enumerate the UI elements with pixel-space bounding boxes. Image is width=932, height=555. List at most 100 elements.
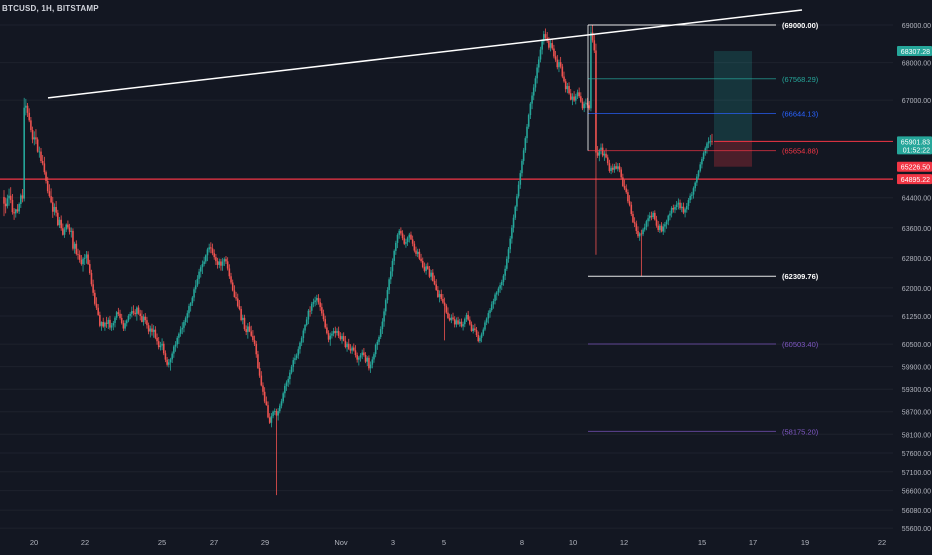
candle-body — [643, 227, 646, 230]
candle-body — [440, 294, 443, 299]
candle-body — [574, 96, 577, 101]
candle-body — [272, 411, 274, 417]
candle-body — [83, 257, 86, 259]
candle-body — [702, 153, 705, 160]
candle-body — [628, 201, 631, 205]
candle-body — [67, 224, 69, 228]
price-tick-label: 55600.00 — [902, 526, 931, 533]
candle-body — [569, 93, 572, 100]
candle-body — [543, 34, 545, 42]
candle-body — [652, 212, 654, 218]
candle-body — [559, 62, 562, 67]
candle-body — [659, 225, 661, 230]
price-badge-stop — [897, 161, 932, 172]
candle-body — [403, 238, 406, 244]
candle-body — [131, 311, 133, 314]
candle-body — [280, 401, 283, 406]
candle-body — [162, 343, 165, 354]
candle-body — [534, 78, 537, 88]
candle-body — [467, 314, 469, 320]
candle-body — [571, 96, 574, 100]
candle-body — [334, 331, 337, 333]
candle-body — [78, 254, 81, 260]
candle-body — [87, 254, 89, 265]
candle-body — [351, 347, 353, 351]
candle-body — [28, 112, 31, 121]
candle-body — [220, 261, 222, 266]
candle-body — [674, 207, 676, 210]
candle-body — [322, 313, 325, 320]
candle-body — [339, 335, 342, 340]
candle-body — [156, 337, 158, 342]
candle-body — [279, 405, 281, 412]
candle-body — [460, 321, 463, 327]
price-tick-label: 62000.00 — [902, 286, 931, 293]
candle-body — [391, 260, 394, 272]
price-tick-label: 61250.00 — [902, 314, 931, 321]
candle-body — [168, 362, 170, 365]
candle-body — [465, 314, 468, 320]
candle-body — [354, 350, 357, 356]
candle-body — [257, 354, 259, 368]
price-tick-label: 67000.00 — [902, 98, 931, 105]
candle-body — [638, 233, 641, 237]
candle-body — [532, 87, 535, 96]
candle-body — [228, 268, 231, 277]
candle-body — [396, 234, 399, 243]
price-badge-support — [897, 174, 932, 185]
candle-body — [107, 319, 110, 324]
candle-body — [435, 284, 437, 290]
candle-body — [176, 337, 179, 345]
candle-body — [541, 41, 543, 50]
candle-body — [438, 294, 441, 298]
candle-body — [189, 303, 192, 307]
candle-body — [548, 40, 550, 48]
price-badge-countdown: 01:52:22 — [903, 147, 930, 154]
candle-body — [141, 316, 143, 322]
candle-body — [556, 59, 559, 68]
fib-levels-layer: (69000.00) (67568.29) (66644.13) (65654.88)… — [587, 21, 819, 436]
candle-body — [193, 289, 195, 298]
candle-body — [665, 221, 668, 225]
candle-body — [615, 166, 617, 169]
candle-body — [324, 319, 327, 328]
candle-body — [282, 393, 284, 402]
candle-body — [142, 316, 145, 322]
candle-body — [58, 219, 61, 226]
candle-body — [132, 311, 135, 313]
candle-body — [161, 343, 163, 346]
candle-body — [657, 225, 659, 230]
candle-body — [270, 416, 273, 423]
time-axis[interactable]: 20 22 25 27 29 Nov 3 5 8 10 12 15 17 19 22 — [30, 538, 886, 547]
candle-body — [225, 259, 227, 262]
candle-body — [292, 360, 295, 367]
candle-body — [3, 196, 5, 204]
candle-body — [129, 313, 131, 316]
candle-body — [329, 335, 332, 340]
price-tick-label: 69000.00 — [902, 23, 931, 30]
candle-body — [613, 166, 616, 170]
price-axis[interactable]: 69000.00 68000.00 67000.00 64400.00 63600.00… — [902, 23, 931, 533]
candle-body — [395, 242, 397, 251]
candle-body — [146, 320, 148, 326]
candle-body — [514, 206, 517, 218]
candle-body — [82, 258, 84, 265]
candle-body — [610, 167, 612, 171]
candle-body — [327, 333, 330, 340]
candle-body — [4, 203, 7, 207]
price-badge-target — [897, 46, 932, 57]
candle-body — [57, 212, 59, 226]
candle-body — [203, 261, 205, 265]
candle-body — [450, 317, 453, 321]
candle-body — [13, 212, 15, 214]
candle-body — [692, 188, 695, 195]
candle-body — [299, 342, 301, 350]
price-tick-label: 58100.00 — [902, 432, 931, 439]
candle-body — [521, 160, 523, 174]
candle-body — [485, 318, 488, 323]
price-tick-label: 57100.00 — [902, 470, 931, 477]
candle-body — [149, 328, 152, 332]
candle-body — [383, 311, 385, 322]
